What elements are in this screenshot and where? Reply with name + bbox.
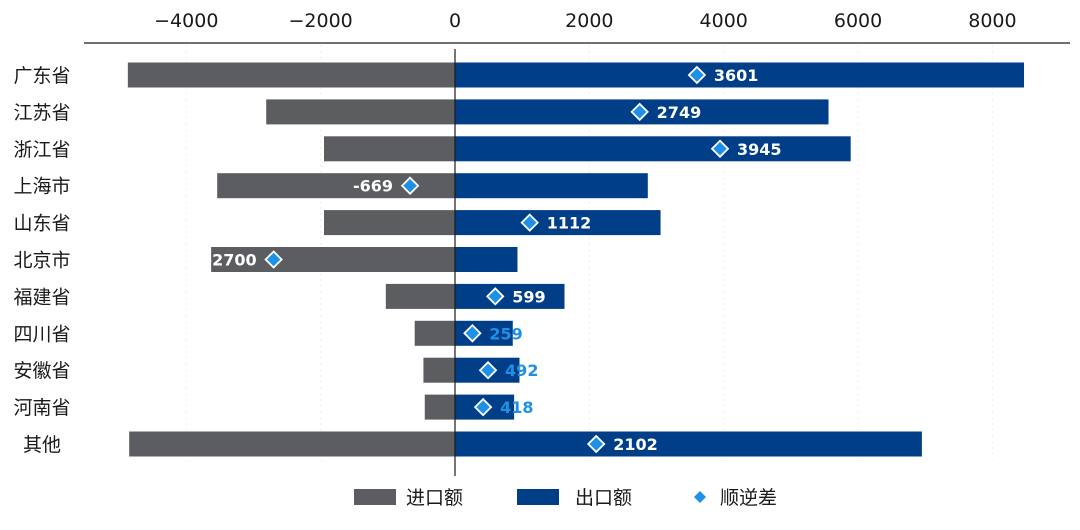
category-label: 北京市 [13,250,70,272]
balance-marker [586,434,606,454]
balance-data-label: 3601 [714,66,759,85]
import-bars [127,62,455,457]
import-bar [324,136,455,162]
legend-swatch [517,489,559,505]
balance-data-label: 418 [500,398,533,417]
import-bar [266,99,455,125]
x-tick-label: −2000 [289,10,353,32]
balance-marker [463,324,482,343]
import-bar [129,431,455,457]
import-bar [324,210,455,236]
legend: 进口额 出口额 顺逆差 [354,487,777,509]
balance-marker [478,360,498,380]
export-bar [455,136,851,162]
x-tick-label: 6000 [834,10,882,32]
balance-data-label: 3945 [737,140,782,159]
data-labels: 3601 2749 3945 -669 1112 -2700 599 259 492 418 210… [205,66,781,454]
x-axis: −4000 −2000 0 2000 4000 6000 8000 [84,10,1070,44]
balance-marker [520,213,539,232]
balance-markers [264,65,730,454]
import-bar [211,247,455,272]
category-label: 福建省 [13,286,70,308]
category-label: 安徽省 [13,360,70,382]
export-bar [455,283,565,309]
legend-label: 进口额 [406,487,463,509]
export-bar [455,247,518,272]
balance-data-label: 2749 [657,103,702,122]
x-tick-label: 2000 [565,10,613,32]
category-label: 广东省 [13,65,70,87]
balance-marker [630,102,649,122]
legend-label: 出口额 [575,487,632,509]
x-tick-label: 0 [449,10,461,32]
import-bar [385,283,455,309]
import-bar [423,357,455,383]
category-label: 四川省 [13,323,70,345]
import-bar [414,320,455,346]
category-label: 其他 [23,434,61,456]
balance-data-label: 599 [512,287,545,306]
legend-label: 顺逆差 [720,487,777,509]
category-label: 浙江省 [13,139,70,161]
export-bar [455,62,1024,88]
x-tick-label: 8000 [968,10,1016,32]
balance-data-label: 1112 [547,214,592,233]
export-bar [455,173,648,199]
balance-data-label: 492 [505,361,538,380]
balance-data-label: -669 [353,177,393,196]
balance-marker [473,397,493,417]
category-label: 河南省 [13,397,70,419]
x-tick-label: 4000 [700,10,748,32]
category-label: 江苏省 [13,102,70,124]
balance-data-label: 259 [489,324,522,343]
legend-diamond [694,491,706,503]
export-bar [455,210,661,236]
import-bar [127,62,455,88]
balance-marker [400,176,420,195]
import-bar [424,394,455,420]
balance-data-label: 2102 [613,435,658,454]
balance-marker [710,139,730,159]
legend-swatch [354,489,396,505]
export-bar [455,431,922,457]
x-tick-label: −4000 [154,10,218,32]
category-label: 上海市 [13,176,70,198]
category-label: 山东省 [13,213,70,235]
balance-marker [485,287,505,306]
balance-data-label: -2700 [205,251,256,270]
balance-marker [264,250,283,269]
export-bars [455,62,1024,457]
balance-marker [687,65,707,85]
